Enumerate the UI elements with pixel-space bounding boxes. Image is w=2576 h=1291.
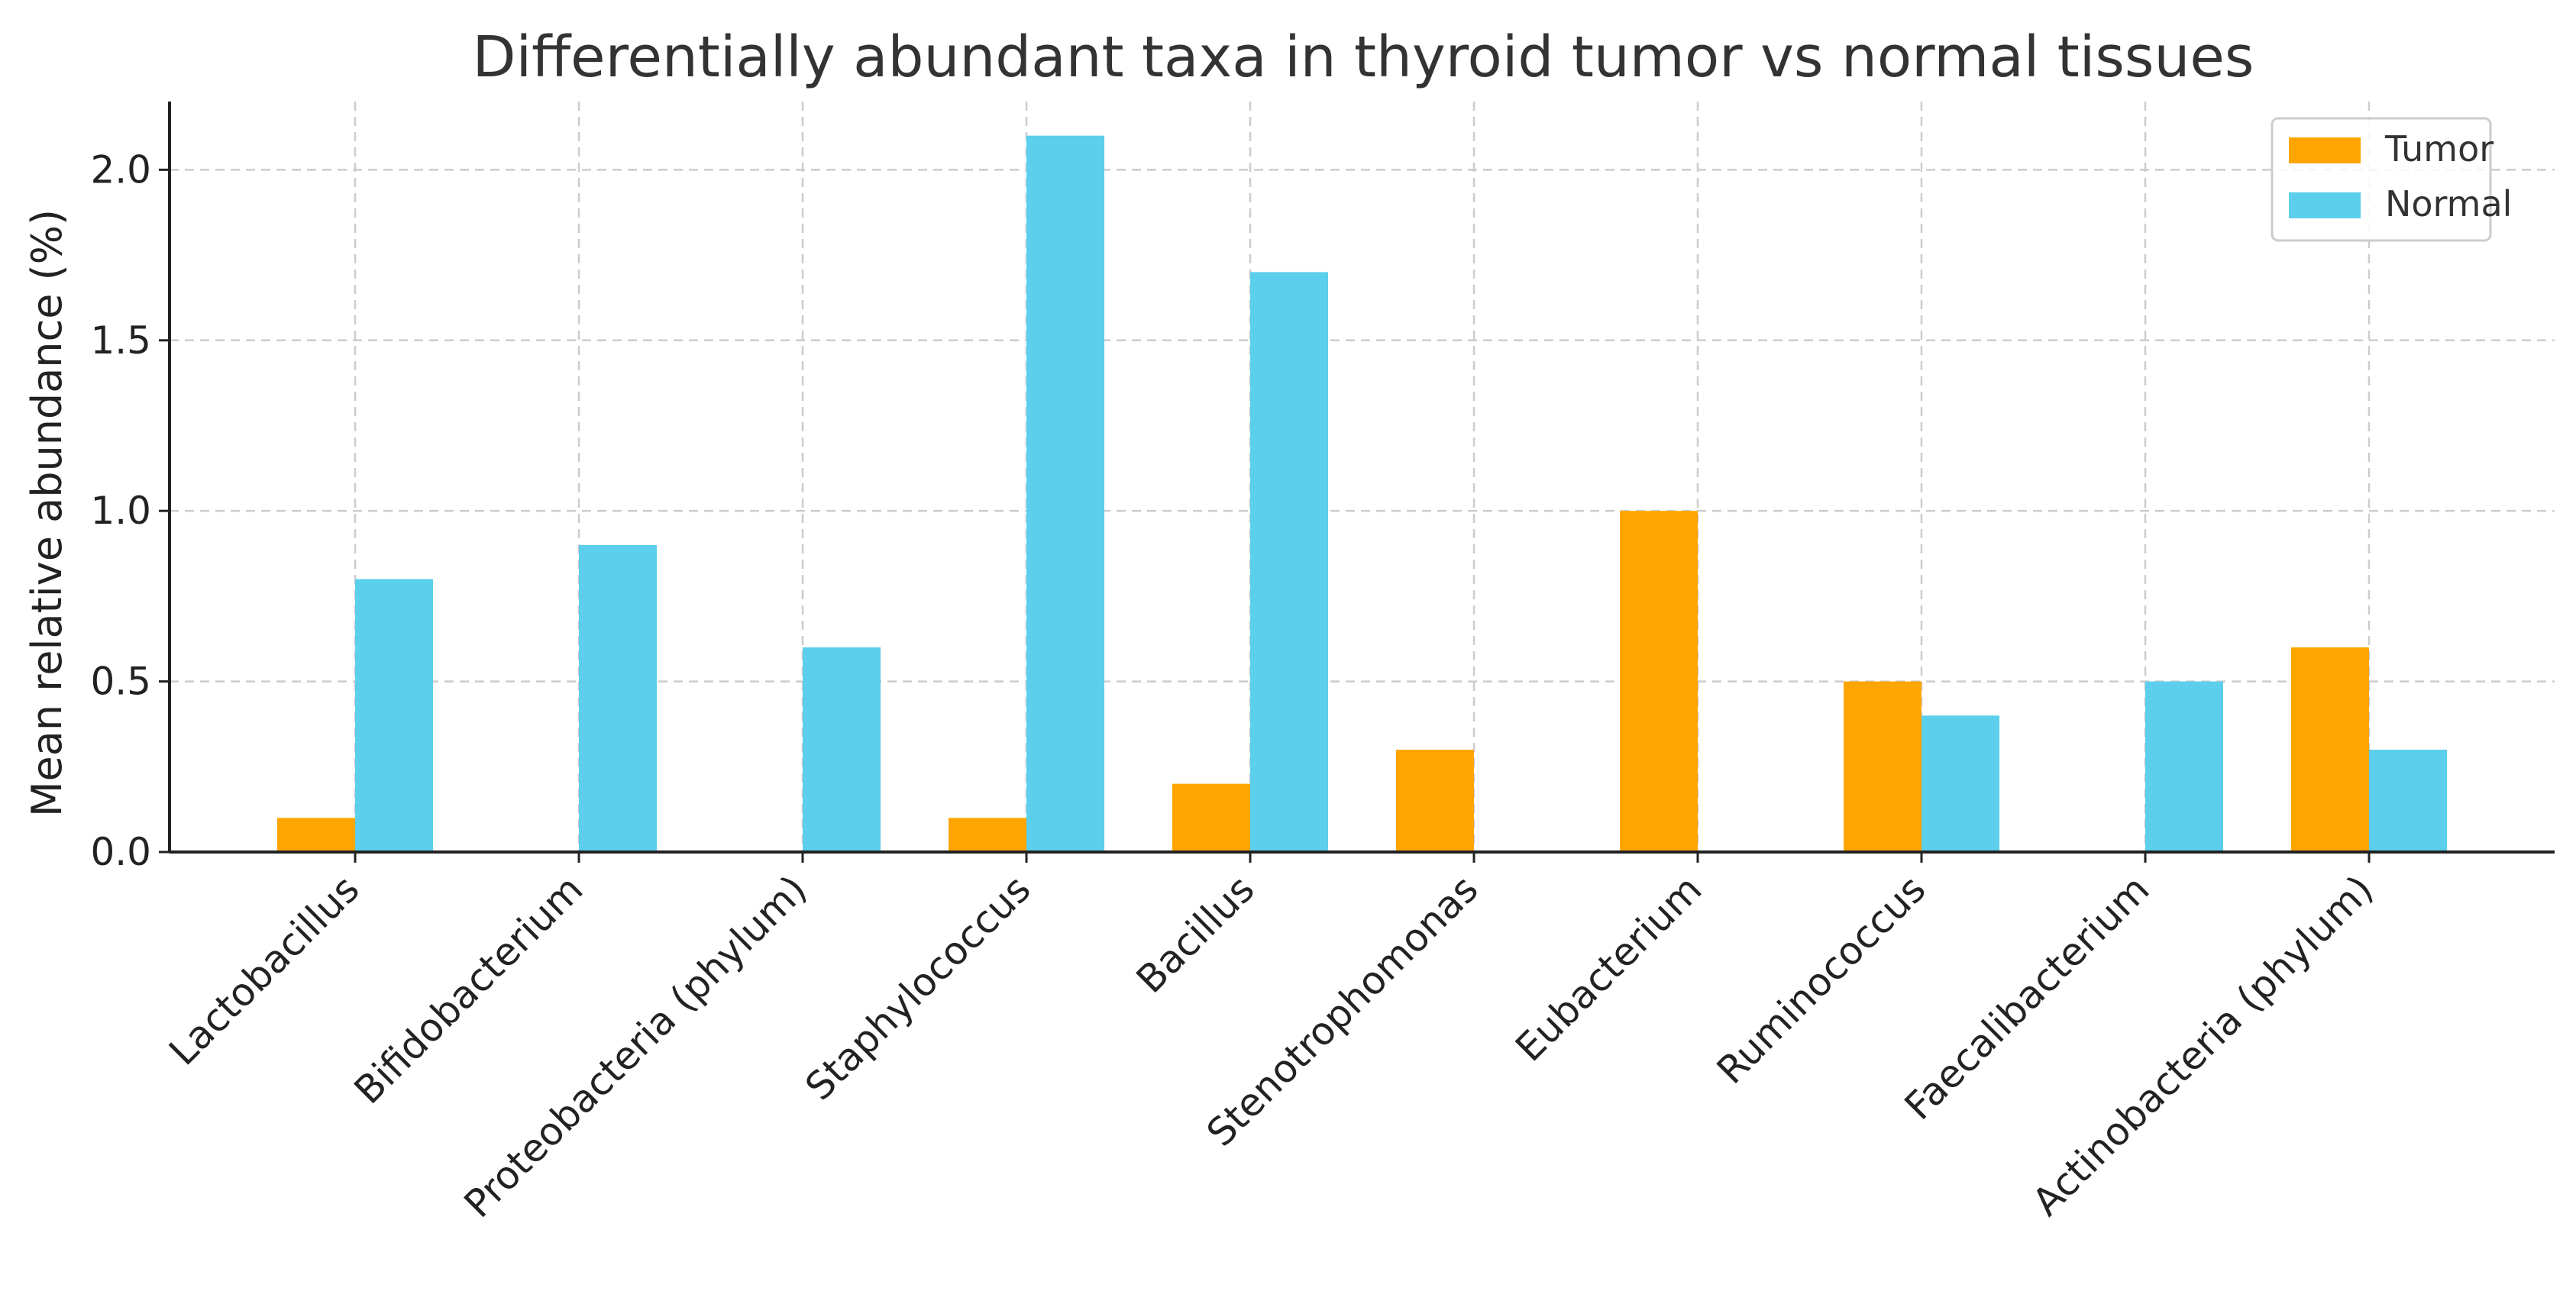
x-tick-label: Lactobacillus (160, 867, 367, 1073)
axes (159, 102, 2555, 863)
y-tick-label: 1.5 (90, 318, 151, 363)
bar-tumor-staphylococcus (949, 818, 1026, 852)
y-tick-label: 0.0 (90, 830, 151, 874)
bar-normal-actinobacteria-phylum (2369, 749, 2447, 852)
bar-tumor-ruminococcus (1844, 681, 1921, 852)
bar-normal-staphylococcus (1026, 135, 1104, 852)
bar-tumor-actinobacteria-phylum (2291, 647, 2369, 852)
y-axis-label: Mean relative abundance (%) (23, 209, 71, 817)
y-tick-label: 1.0 (90, 489, 151, 533)
bar-tumor-stenotrophomonas (1396, 749, 1474, 852)
legend-swatch-normal (2289, 192, 2361, 218)
tick-labels: 0.0 0.5 1.0 1.5 2.0 LactobacillusBifidobacter… (90, 147, 2381, 1226)
legend-label-tumor: Tumor (2384, 128, 2494, 169)
x-tick-label: Bacillus (1128, 867, 1263, 1002)
bar-normal-ruminococcus (1921, 715, 1999, 852)
bars (277, 135, 2447, 853)
bar-tumor-eubacterium (1620, 511, 1698, 852)
y-tick-label: 2.0 (90, 147, 151, 192)
y-tick-label: 0.5 (90, 660, 151, 704)
bar-normal-bifidobacterium (579, 544, 657, 852)
x-tick-label: Bifidobacterium (346, 867, 592, 1112)
bar-normal-bacillus (1250, 272, 1328, 853)
legend-label-normal: Normal (2385, 183, 2512, 224)
bar-tumor-lactobacillus (277, 818, 355, 852)
bar-normal-faecalibacterium (2145, 681, 2223, 852)
bar-normal-lactobacillus (355, 579, 433, 852)
x-tick-label: Eubacterium (1507, 867, 1710, 1070)
x-tick-label: Faecalibacterium (1896, 867, 2158, 1128)
x-tick-label: Ruminococcus (1708, 867, 1934, 1092)
legend-swatch-tumor (2289, 137, 2361, 163)
legend: Tumor Normal (2271, 117, 2512, 242)
bar-tumor-bacillus (1172, 783, 1250, 852)
chart-title: Differentially abundant taxa in thyroid … (473, 24, 2254, 90)
x-tick-label: Staphylococcus (797, 867, 1039, 1109)
bar-normal-proteobacteria-phylum (803, 647, 881, 852)
